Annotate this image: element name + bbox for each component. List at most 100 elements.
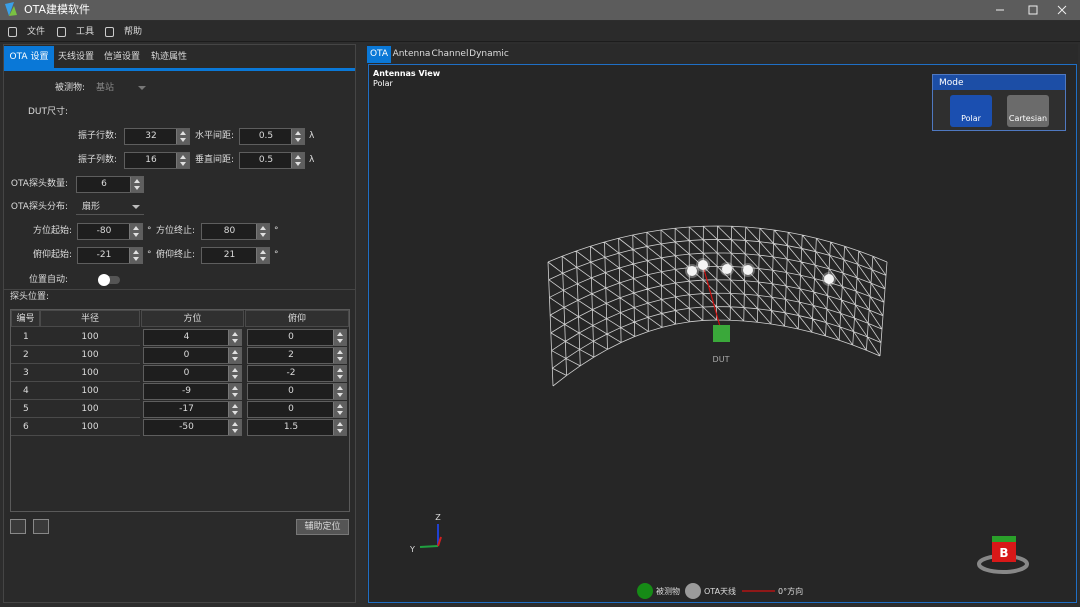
field-label: OTA探头数量: xyxy=(10,179,68,189)
spin-value: 2 xyxy=(288,350,294,360)
menu-item[interactable]: 文件 xyxy=(27,27,46,37)
field-label: 水平间距: xyxy=(194,131,234,141)
spin-arrows[interactable] xyxy=(291,129,304,144)
spin-arrows[interactable] xyxy=(228,330,241,345)
direction-line xyxy=(702,265,722,331)
spinbox[interactable]: -80 xyxy=(77,223,143,240)
cell-spinbox[interactable]: 0 xyxy=(143,365,242,382)
arrow-down xyxy=(295,162,301,166)
spin-arrows[interactable] xyxy=(129,248,142,263)
tab[interactable]: Dynamic xyxy=(469,49,509,59)
tab[interactable]: 信道设置 xyxy=(103,52,140,62)
spin-value: 16 xyxy=(145,155,157,165)
spinbox[interactable]: 16 xyxy=(124,152,190,169)
table-header: 半径 xyxy=(40,310,140,327)
spin-value: 0 xyxy=(288,386,294,396)
spin-arrows[interactable] xyxy=(228,348,241,363)
tab[interactable]: OTA 设置 xyxy=(4,46,54,68)
spin-arrows[interactable] xyxy=(228,402,241,417)
spin-arrows[interactable] xyxy=(333,420,346,435)
axis-z-label: Z xyxy=(435,513,441,522)
field-label: 位置自动: xyxy=(28,275,68,285)
tab[interactable]: Antenna xyxy=(392,49,431,59)
tab[interactable]: Channel xyxy=(431,49,469,59)
mode-header xyxy=(933,75,1065,90)
spin-arrows[interactable] xyxy=(333,366,346,381)
arrow-down xyxy=(134,186,140,190)
spin-value: -80 xyxy=(96,226,112,236)
cell-spinbox[interactable]: 0 xyxy=(143,347,242,364)
arrow-up xyxy=(232,422,238,426)
cell-spinbox[interactable]: 1.5 xyxy=(247,419,347,436)
open-button[interactable] xyxy=(33,519,49,534)
cell-spinbox[interactable]: -50 xyxy=(143,419,242,436)
spinbox[interactable]: -21 xyxy=(77,247,143,264)
divider xyxy=(4,289,355,290)
arrow-down xyxy=(337,429,343,433)
arrow-up xyxy=(232,350,238,354)
spinbox[interactable]: 0.5 xyxy=(239,152,305,169)
spin-arrows[interactable] xyxy=(228,420,241,435)
axis-x xyxy=(437,536,442,547)
cell-spinbox[interactable]: -17 xyxy=(143,401,242,418)
spin-arrows[interactable] xyxy=(228,366,241,381)
spin-arrows[interactable] xyxy=(291,153,304,168)
spin-value: -21 xyxy=(96,250,112,260)
cell-spinbox[interactable]: 0 xyxy=(247,383,347,400)
spinbox[interactable]: 6 xyxy=(76,176,144,193)
spin-arrows[interactable] xyxy=(176,129,189,144)
unit: ° xyxy=(147,226,152,236)
combo[interactable] xyxy=(76,199,144,215)
spin-arrows[interactable] xyxy=(256,248,269,263)
arrow-down xyxy=(232,411,238,415)
unit: ° xyxy=(274,250,279,260)
spinbox[interactable]: 21 xyxy=(201,247,270,264)
spin-arrows[interactable] xyxy=(176,153,189,168)
spinbox[interactable]: 0.5 xyxy=(239,128,305,145)
spin-arrows[interactable] xyxy=(333,330,346,345)
polar-button[interactable] xyxy=(950,95,992,127)
save-button[interactable] xyxy=(10,519,26,534)
arrow-up xyxy=(295,155,301,159)
tab[interactable]: OTA xyxy=(367,46,391,63)
table-cell: 2 xyxy=(11,346,40,364)
menu-item[interactable]: 工具 xyxy=(76,27,95,37)
spinbox[interactable]: 32 xyxy=(124,128,190,145)
cell-spinbox[interactable]: 4 xyxy=(143,329,242,346)
arrow-up xyxy=(232,386,238,390)
spin-arrows[interactable] xyxy=(333,384,346,399)
legend-label: 被测物 xyxy=(656,586,680,596)
assist-button[interactable]: 辅助定位 xyxy=(296,519,349,535)
tab[interactable]: 天线设置 xyxy=(57,52,94,62)
spin-arrows[interactable] xyxy=(333,348,346,363)
cell-spinbox[interactable]: 2 xyxy=(247,347,347,364)
cell-spinbox[interactable]: 0 xyxy=(247,329,347,346)
table-header: 方位 xyxy=(141,310,244,327)
arrow-up xyxy=(232,368,238,372)
cartesian-button[interactable] xyxy=(1007,95,1049,127)
spin-value: -9 xyxy=(182,386,191,396)
probe xyxy=(698,260,708,270)
arrow-down xyxy=(133,257,139,261)
menu-icon xyxy=(8,27,17,37)
left-tab-underline xyxy=(4,68,355,71)
spin-arrows[interactable] xyxy=(256,224,269,239)
spin-arrows[interactable] xyxy=(228,384,241,399)
mode-title: Mode xyxy=(939,78,964,88)
arrow-up xyxy=(337,422,343,426)
cell-spinbox[interactable]: -2 xyxy=(247,365,347,382)
spin-arrows[interactable] xyxy=(130,177,143,192)
tab[interactable]: 轨迹属性 xyxy=(150,52,187,62)
table-cell: 1 xyxy=(11,328,40,346)
spinbox[interactable]: 80 xyxy=(201,223,270,240)
spin-arrows[interactable] xyxy=(129,224,142,239)
table-cell: 5 xyxy=(11,400,40,418)
section-label: 探头位置: xyxy=(10,292,50,302)
spin-arrows[interactable] xyxy=(333,402,346,417)
cell-spinbox[interactable]: -9 xyxy=(143,383,242,400)
menu-item[interactable]: 帮助 xyxy=(124,27,143,37)
cell-spinbox[interactable]: 0 xyxy=(247,401,347,418)
unit: ° xyxy=(147,250,152,260)
arrow-down xyxy=(260,233,266,237)
axis-y-label: Y xyxy=(409,545,415,554)
